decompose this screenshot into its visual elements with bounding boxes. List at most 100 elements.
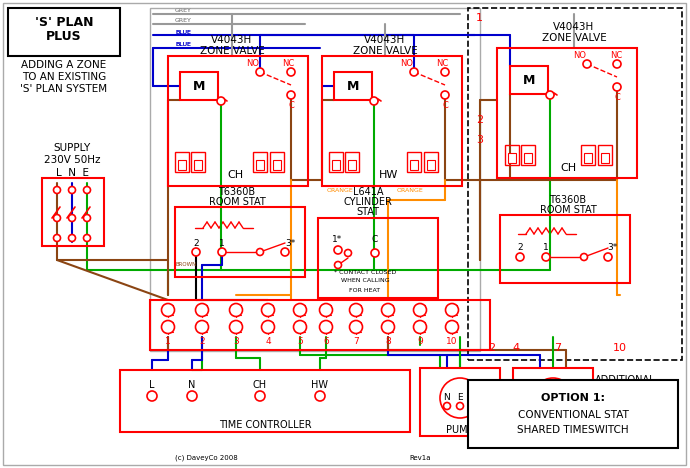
- Circle shape: [262, 321, 275, 334]
- Text: WHEN CALLING: WHEN CALLING: [341, 278, 389, 284]
- Circle shape: [457, 402, 464, 410]
- Text: T6360B: T6360B: [219, 187, 255, 197]
- Text: NC: NC: [282, 58, 294, 67]
- Circle shape: [583, 60, 591, 68]
- Circle shape: [413, 321, 426, 334]
- Bar: [584, 153, 592, 163]
- Circle shape: [281, 248, 289, 256]
- Text: 1: 1: [543, 243, 549, 253]
- Text: NO: NO: [400, 58, 413, 67]
- Circle shape: [604, 253, 612, 261]
- Text: E: E: [457, 394, 463, 402]
- Circle shape: [255, 391, 265, 401]
- Text: C: C: [372, 235, 378, 244]
- Bar: [194, 160, 202, 170]
- Text: GREY: GREY: [175, 8, 192, 14]
- Bar: [42, 178, 104, 246]
- Text: 'S' PLAN SYSTEM: 'S' PLAN SYSTEM: [21, 84, 108, 94]
- Text: SHARED TIMESWITCH: SHARED TIMESWITCH: [518, 425, 629, 435]
- Circle shape: [441, 68, 449, 76]
- Text: OPTION 1:: OPTION 1:: [541, 393, 605, 403]
- Text: L641A: L641A: [353, 187, 383, 197]
- Circle shape: [230, 321, 242, 334]
- Text: GREY: GREY: [175, 8, 192, 14]
- Text: L  N  E: L N E: [55, 168, 88, 178]
- Circle shape: [537, 402, 544, 410]
- Circle shape: [315, 391, 325, 401]
- Text: NC: NC: [436, 58, 448, 67]
- Bar: [318, 218, 438, 298]
- Bar: [120, 370, 410, 432]
- Text: 5: 5: [297, 337, 303, 346]
- Circle shape: [68, 214, 75, 221]
- Text: BLUE: BLUE: [175, 43, 191, 47]
- Text: * CONTACT CLOSED: * CONTACT CLOSED: [334, 270, 396, 275]
- Bar: [427, 160, 435, 170]
- Text: 1*: 1*: [332, 235, 342, 244]
- Text: 3: 3: [233, 337, 239, 346]
- Text: V4043H: V4043H: [211, 35, 253, 45]
- Text: NO: NO: [246, 58, 259, 67]
- Circle shape: [257, 249, 264, 256]
- Text: N: N: [188, 380, 196, 390]
- Text: C: C: [614, 94, 620, 102]
- Bar: [334, 72, 372, 100]
- Text: ADDITIONAL: ADDITIONAL: [595, 375, 656, 385]
- Bar: [500, 215, 630, 283]
- Circle shape: [370, 97, 378, 105]
- Bar: [180, 72, 218, 100]
- Circle shape: [382, 321, 395, 334]
- Bar: [175, 207, 305, 277]
- Text: 10: 10: [446, 337, 457, 346]
- Text: CH: CH: [560, 163, 576, 173]
- Circle shape: [440, 378, 480, 418]
- Text: GREY: GREY: [175, 19, 192, 23]
- Circle shape: [446, 321, 458, 334]
- Circle shape: [54, 234, 61, 241]
- Circle shape: [562, 402, 569, 410]
- Text: CH: CH: [227, 170, 243, 180]
- Bar: [253, 152, 267, 172]
- Circle shape: [446, 304, 458, 316]
- Text: BLUE: BLUE: [175, 43, 191, 47]
- Text: M: M: [193, 80, 205, 93]
- Text: C: C: [442, 102, 448, 110]
- Circle shape: [287, 68, 295, 76]
- Bar: [407, 152, 421, 172]
- Text: (c) DaveyCo 2008: (c) DaveyCo 2008: [175, 455, 238, 461]
- Text: 10: 10: [613, 343, 627, 353]
- Text: TO AN EXISTING: TO AN EXISTING: [22, 72, 106, 82]
- Bar: [497, 48, 637, 178]
- Circle shape: [371, 249, 379, 257]
- Circle shape: [161, 304, 175, 316]
- Text: 7: 7: [555, 343, 562, 353]
- Circle shape: [334, 246, 342, 254]
- Circle shape: [350, 304, 362, 316]
- Text: T6360B: T6360B: [549, 195, 586, 205]
- Bar: [601, 153, 609, 163]
- Circle shape: [613, 83, 621, 91]
- Bar: [191, 152, 205, 172]
- Bar: [345, 152, 359, 172]
- Text: L: L: [471, 394, 475, 402]
- Text: 4: 4: [513, 343, 520, 353]
- Circle shape: [187, 391, 197, 401]
- Bar: [322, 56, 462, 186]
- Bar: [521, 145, 535, 165]
- Circle shape: [319, 304, 333, 316]
- Text: N: N: [444, 394, 451, 402]
- Text: ZONE: ZONE: [611, 399, 639, 409]
- Bar: [270, 152, 284, 172]
- Circle shape: [195, 321, 208, 334]
- Text: M: M: [523, 73, 535, 87]
- Bar: [332, 160, 340, 170]
- Text: N: N: [537, 394, 544, 402]
- Bar: [8, 8, 120, 56]
- Bar: [513, 368, 593, 436]
- Circle shape: [192, 248, 200, 256]
- Text: 1: 1: [476, 13, 483, 23]
- Text: 3*: 3*: [607, 243, 617, 253]
- Bar: [581, 145, 595, 165]
- Text: TIME CONTROLLER: TIME CONTROLLER: [219, 420, 311, 430]
- Text: L: L: [149, 380, 155, 390]
